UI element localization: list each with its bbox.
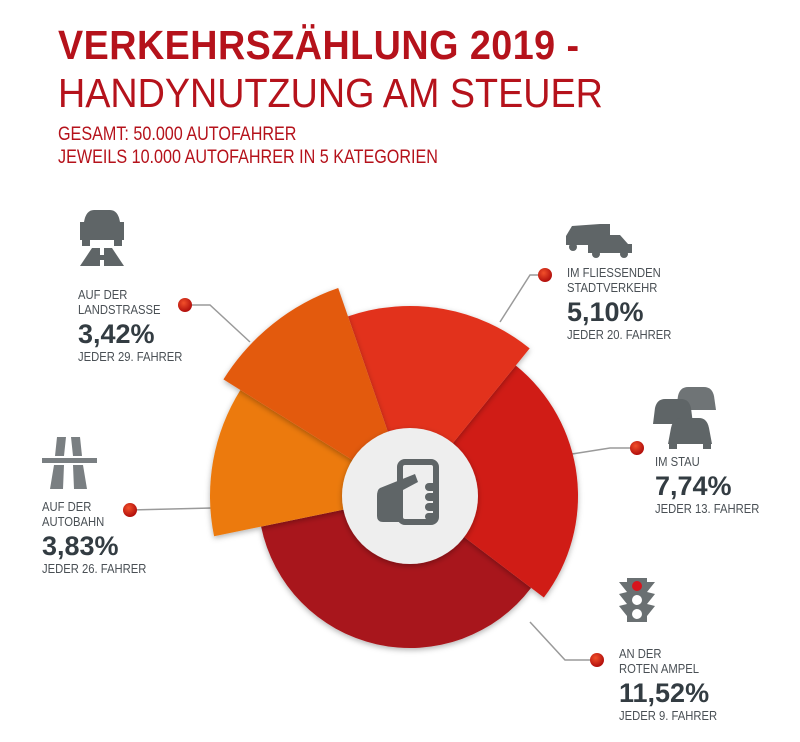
percent-label: 3,42%: [78, 319, 155, 349]
sector-landstrasse: [223, 288, 410, 496]
label-ampel: AN DER ROTEN AMPEL 11,52% JEDER 9. FAHRE…: [619, 647, 728, 724]
label-autobahn: AUF DER AUTOBAHN 3,83% JEDER 26. FAHRER: [42, 500, 158, 577]
traffic-light-icon: [619, 578, 655, 622]
frequency-label: JEDER 20. FAHRER: [567, 328, 672, 342]
marker-dot-ampel: [590, 653, 604, 667]
category-note: JEWEILS 10.000 AUTOFAHRER IN 5 KATEGORIE…: [58, 147, 438, 168]
category-label: LANDSTRASSE: [78, 303, 161, 317]
category-label: AUTOBAHN: [42, 515, 105, 529]
sector-ampel: [261, 496, 532, 649]
marker-dot-autobahn: [123, 503, 137, 517]
label-stadtverkehr: IM FLIESSENDEN STADTVERKEHR 5,10% JEDER …: [567, 266, 683, 343]
sector-stau: [410, 365, 579, 598]
frequency-label: JEDER 29. FAHRER: [78, 350, 183, 364]
center-circle: [342, 428, 478, 564]
category-label: AUF DER: [42, 500, 92, 514]
leader-line-autobahn: [129, 507, 213, 511]
category-label: STADTVERKEHR: [567, 281, 658, 295]
subtitle: HANDYNUTZUNG AM STEUER: [58, 70, 603, 116]
frequency-label: JEDER 9. FAHRER: [619, 709, 718, 723]
frequency-label: JEDER 26. FAHRER: [42, 562, 147, 576]
category-label: IM FLIESSENDEN: [567, 266, 661, 280]
leader-line-landstrasse: [185, 304, 251, 343]
total-note: GESAMT: 50.000 AUTOFAHRER: [58, 124, 297, 145]
percent-label: 7,74%: [655, 471, 732, 501]
category-label: AUF DER: [78, 288, 128, 302]
leader-line-ampel: [529, 621, 597, 661]
sector-stadtverkehr: [347, 306, 530, 496]
traffic-jam-icon: [653, 387, 716, 449]
leader-line-stau: [571, 447, 637, 455]
hand-holding-phone-icon: [377, 459, 439, 525]
category-label: ROTEN AMPEL: [619, 662, 700, 676]
marker-dot-stadtverkehr: [538, 268, 552, 282]
title: VERKEHRSZÄHLUNG 2019 -: [58, 22, 580, 68]
van-and-car-icon: [566, 224, 632, 258]
marker-dot-stau: [630, 441, 644, 455]
percent-label: 11,52%: [619, 678, 710, 708]
autobahn-icon: [42, 437, 97, 489]
label-landstrasse: AUF DER LANDSTRASSE 3,42% JEDER 29. FAHR…: [78, 288, 194, 365]
leader-line-stadtverkehr: [499, 274, 545, 323]
frequency-label: JEDER 13. FAHRER: [655, 502, 760, 516]
label-stau: IM STAU 7,74% JEDER 13. FAHRER: [655, 455, 771, 517]
car-on-road-icon: [80, 210, 124, 266]
category-label: AN DER: [619, 647, 662, 661]
percent-label: 5,10%: [567, 297, 644, 327]
marker-dot-landstrasse: [178, 298, 192, 312]
category-label: IM STAU: [655, 455, 700, 469]
percent-label: 3,83%: [42, 531, 119, 561]
